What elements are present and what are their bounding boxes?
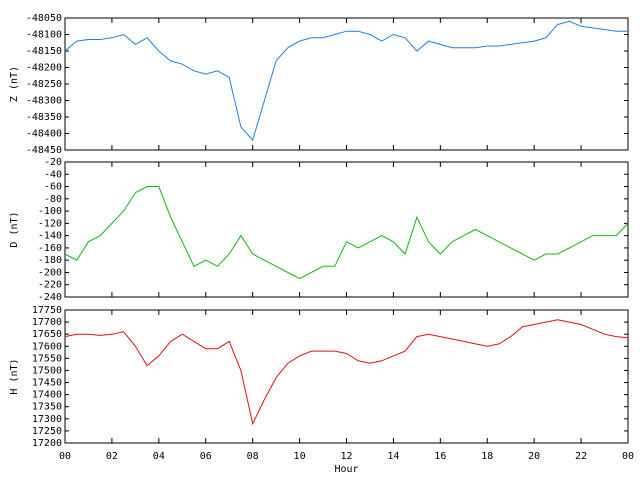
- y-tick-label: 17250: [32, 426, 62, 437]
- x-axis-label: Hour: [334, 464, 358, 475]
- y-tick-label: -48100: [26, 30, 62, 41]
- y-tick-label: 17500: [32, 365, 62, 376]
- y-tick-label: 17400: [32, 390, 62, 401]
- y-tick-label: -48400: [26, 129, 62, 140]
- x-tick-label: 10: [294, 451, 306, 462]
- y-tick-label: -100: [38, 206, 62, 217]
- y-tick-label: -200: [38, 267, 62, 278]
- y-tick-label: -80: [44, 194, 62, 205]
- y-tick-label: -48150: [26, 46, 62, 57]
- x-tick-label: 18: [481, 451, 493, 462]
- data-line: [64, 186, 629, 280]
- y-tick-label: -48250: [26, 79, 62, 90]
- y-tick-label: -48050: [26, 13, 62, 24]
- y-tick-label: -140: [38, 231, 62, 242]
- data-line: [64, 20, 628, 142]
- y-tick-label: 17350: [32, 402, 62, 413]
- y-tick-label: -180: [38, 255, 62, 266]
- x-tick-label: 14: [387, 451, 399, 462]
- y-tick-label: -20: [44, 157, 62, 168]
- x-tick-label: 20: [528, 451, 540, 462]
- y-axis-label: D (nT): [9, 211, 20, 247]
- plot-frame: [64, 309, 629, 444]
- x-tick-label: 04: [153, 451, 165, 462]
- x-tick-label: 08: [247, 451, 259, 462]
- y-tick-label: -240: [38, 292, 62, 303]
- y-tick-label: -48450: [26, 145, 62, 156]
- y-tick-label: -48350: [26, 112, 62, 123]
- y-tick-label: 17600: [32, 341, 62, 352]
- y-tick-label: -40: [44, 169, 62, 180]
- y-tick-label: -48200: [26, 63, 62, 74]
- y-tick-label: 17450: [32, 378, 62, 389]
- y-axis-label: H (nT): [9, 358, 20, 394]
- y-tick-label: -220: [38, 280, 62, 291]
- y-axis-label: Z (nT): [9, 66, 20, 102]
- y-tick-label: -60: [44, 182, 62, 193]
- plot-frame: [64, 17, 629, 151]
- x-tick-label: 02: [106, 451, 118, 462]
- x-tick-label: 22: [575, 451, 587, 462]
- data-line: [64, 319, 629, 426]
- x-tick-label: 00: [59, 451, 71, 462]
- y-tick-label: 17650: [32, 329, 62, 340]
- x-tick-label: 00: [622, 451, 634, 462]
- y-tick-label: 17300: [32, 414, 62, 425]
- x-tick-label: 06: [200, 451, 212, 462]
- y-tick-label: -120: [38, 218, 62, 229]
- x-tick-label: 12: [340, 451, 352, 462]
- y-tick-label: -48300: [26, 96, 62, 107]
- plot-frame: [64, 161, 629, 298]
- x-tick-label: 16: [434, 451, 446, 462]
- y-tick-label: -160: [38, 243, 62, 254]
- y-tick-label: 17750: [32, 305, 62, 316]
- y-tick-label: 17200: [32, 438, 62, 449]
- y-tick-label: 17700: [32, 317, 62, 328]
- y-tick-label: 17550: [32, 353, 62, 364]
